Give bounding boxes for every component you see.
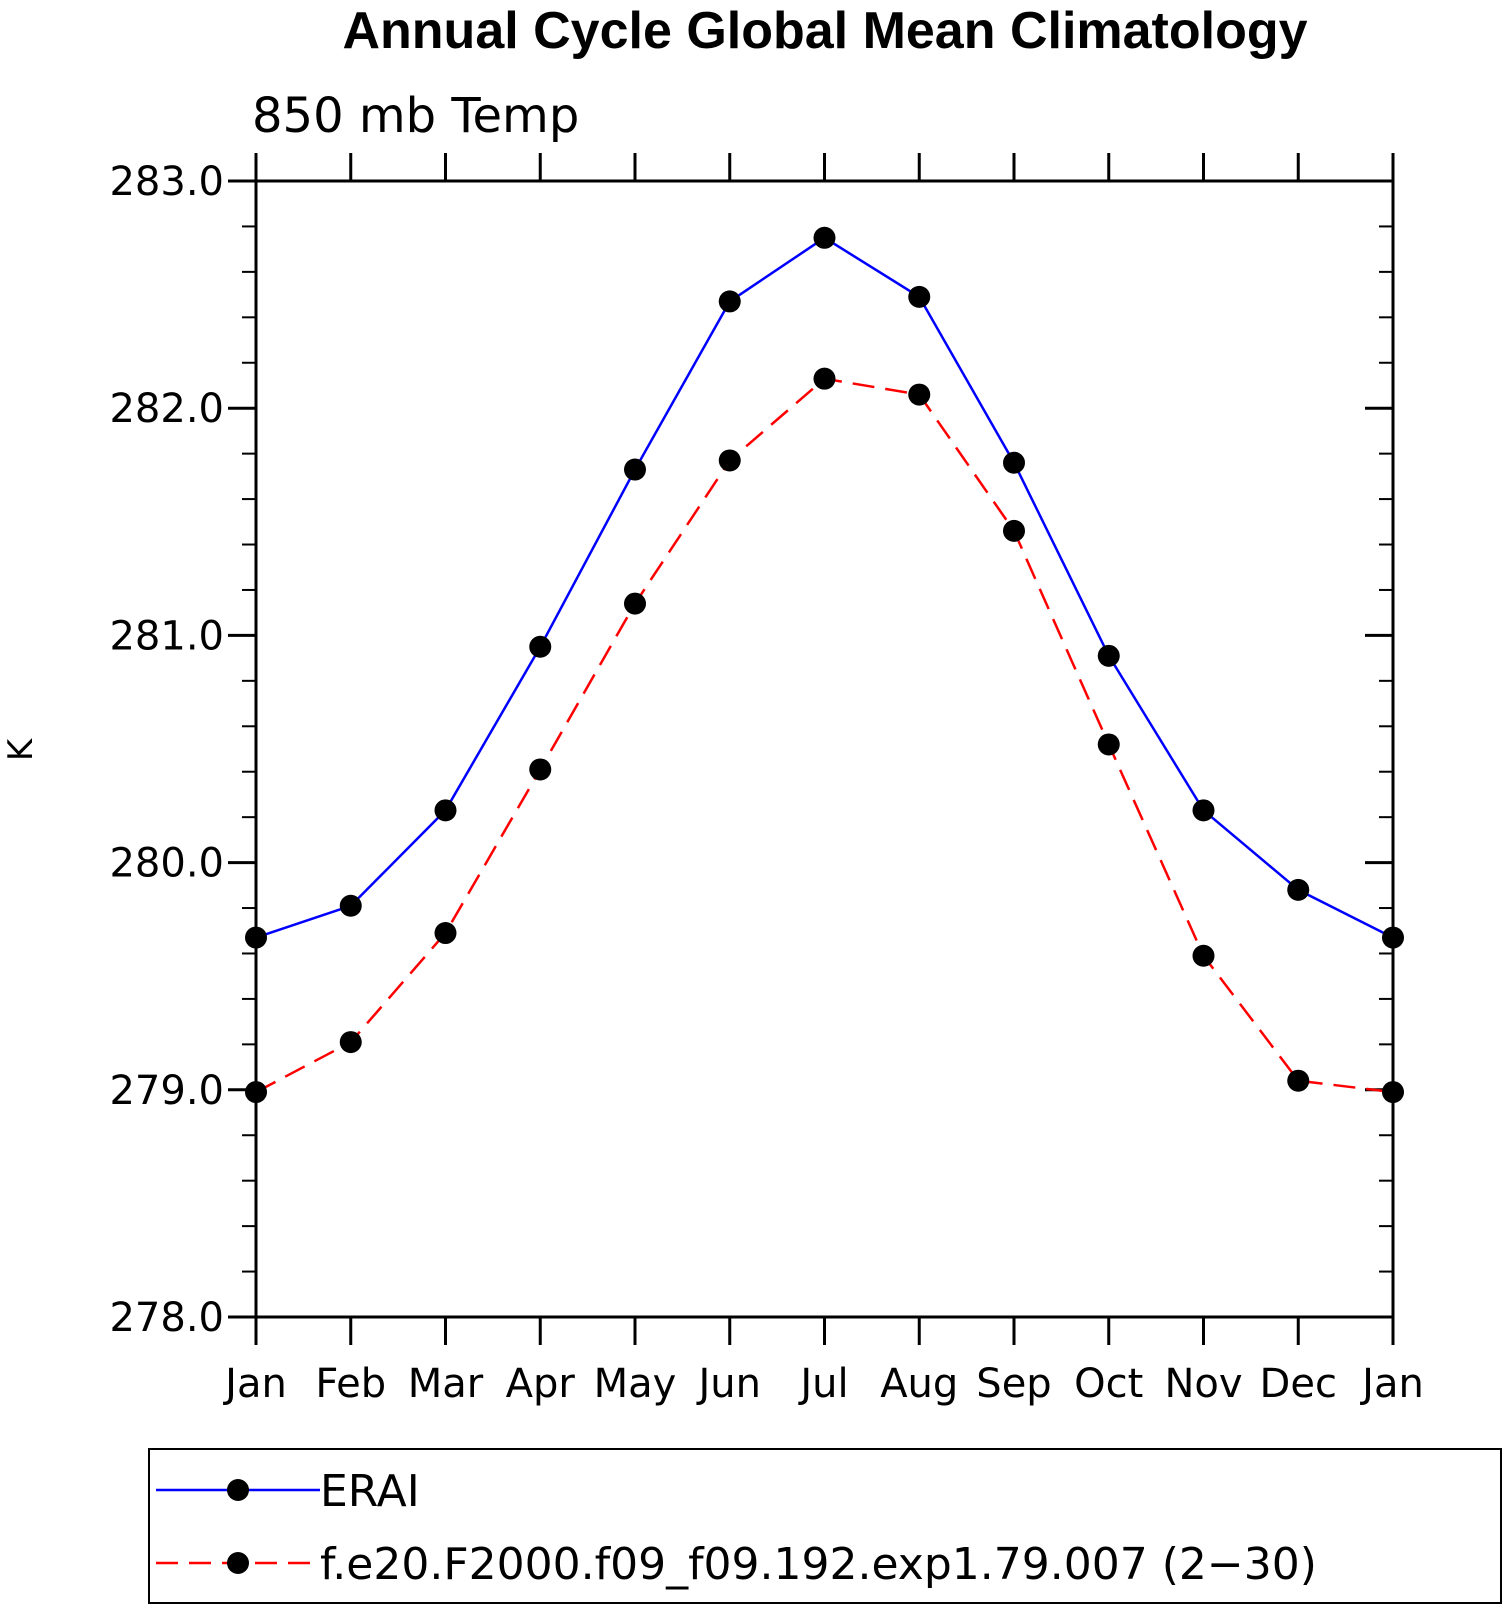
series-0-point xyxy=(1192,799,1215,822)
x-tick-label: Oct xyxy=(1074,1361,1143,1407)
x-tick-label: Jun xyxy=(696,1361,762,1407)
legend-label-erai: ERAI xyxy=(320,1466,420,1517)
series-1-point xyxy=(624,592,646,615)
series-1-point xyxy=(1382,1081,1404,1104)
series-0-point xyxy=(1003,451,1025,474)
x-tick-label: Jan xyxy=(1359,1361,1424,1407)
y-tick-labels: 278.0 279.0 280.0 281.0 282.0 283.0 xyxy=(109,159,224,1341)
series-0-point xyxy=(339,894,362,917)
x-tick-label: Nov xyxy=(1164,1361,1242,1407)
legend-box xyxy=(148,1448,1502,1604)
x-tick-label: Aug xyxy=(880,1361,958,1407)
series-layer xyxy=(245,226,1404,1104)
series-0-point xyxy=(245,926,267,949)
y-axis-label: K xyxy=(1,737,41,761)
series-0-point xyxy=(718,290,741,313)
x-tick-labels: Jan Feb Mar Apr May Jun Jul Aug Sep Oct Nov Dec Jan xyxy=(222,1361,1424,1407)
y-tick-label: 281.0 xyxy=(109,613,224,659)
series-1-point xyxy=(1097,733,1120,756)
axis-ticks xyxy=(228,153,1395,1345)
series-1-point xyxy=(1192,944,1215,967)
series-line-1 xyxy=(255,377,1394,1094)
x-tick-label: Mar xyxy=(408,1361,484,1407)
x-tick-label: Sep xyxy=(976,1361,1051,1407)
y-tick-label: 283.0 xyxy=(109,159,224,205)
series-0-point xyxy=(1097,644,1120,667)
series-1-point xyxy=(1287,1069,1310,1092)
legend-marker-erai xyxy=(227,1479,249,1501)
series-0-point xyxy=(624,458,646,481)
series-1-point xyxy=(245,1081,267,1104)
legend-label-model: f.e20.F2000.f09_f09.192.exp1.79.007 (2−3… xyxy=(320,1539,1317,1590)
x-tick-label: Jul xyxy=(797,1361,848,1407)
series-1-point xyxy=(718,449,741,472)
plot-frame xyxy=(254,179,1395,1319)
x-tick-label: Feb xyxy=(315,1361,386,1407)
y-tick-label: 278.0 xyxy=(109,1295,224,1341)
series-0-point xyxy=(1287,878,1310,901)
x-tick-label: Apr xyxy=(506,1361,576,1407)
series-1-point xyxy=(1003,519,1025,542)
y-tick-label: 282.0 xyxy=(109,386,224,432)
series-1-point xyxy=(434,922,457,945)
series-0-point xyxy=(1382,926,1404,949)
x-tick-label: Dec xyxy=(1260,1361,1337,1407)
series-0-point xyxy=(908,285,931,308)
series-1-point xyxy=(529,758,552,781)
series-0-point xyxy=(529,635,552,658)
series-1-point xyxy=(813,367,836,390)
legend-marker-model xyxy=(227,1552,249,1574)
series-line-0 xyxy=(255,236,1394,939)
series-0-point xyxy=(434,799,457,822)
series-0-point xyxy=(813,226,836,249)
chart-subtitle: 850 mb Temp xyxy=(252,88,579,144)
legend: ERAI f.e20.F2000.f09_f09.192.exp1.79.007… xyxy=(148,1448,1502,1604)
series-1-point xyxy=(339,1031,362,1054)
y-tick-label: 280.0 xyxy=(109,841,224,887)
series-1-point xyxy=(908,383,931,406)
x-tick-label: May xyxy=(594,1361,677,1407)
x-tick-label: Jan xyxy=(222,1361,287,1407)
chart-title: Annual Cycle Global Mean Climatology xyxy=(342,2,1307,60)
y-tick-label: 279.0 xyxy=(109,1068,224,1114)
